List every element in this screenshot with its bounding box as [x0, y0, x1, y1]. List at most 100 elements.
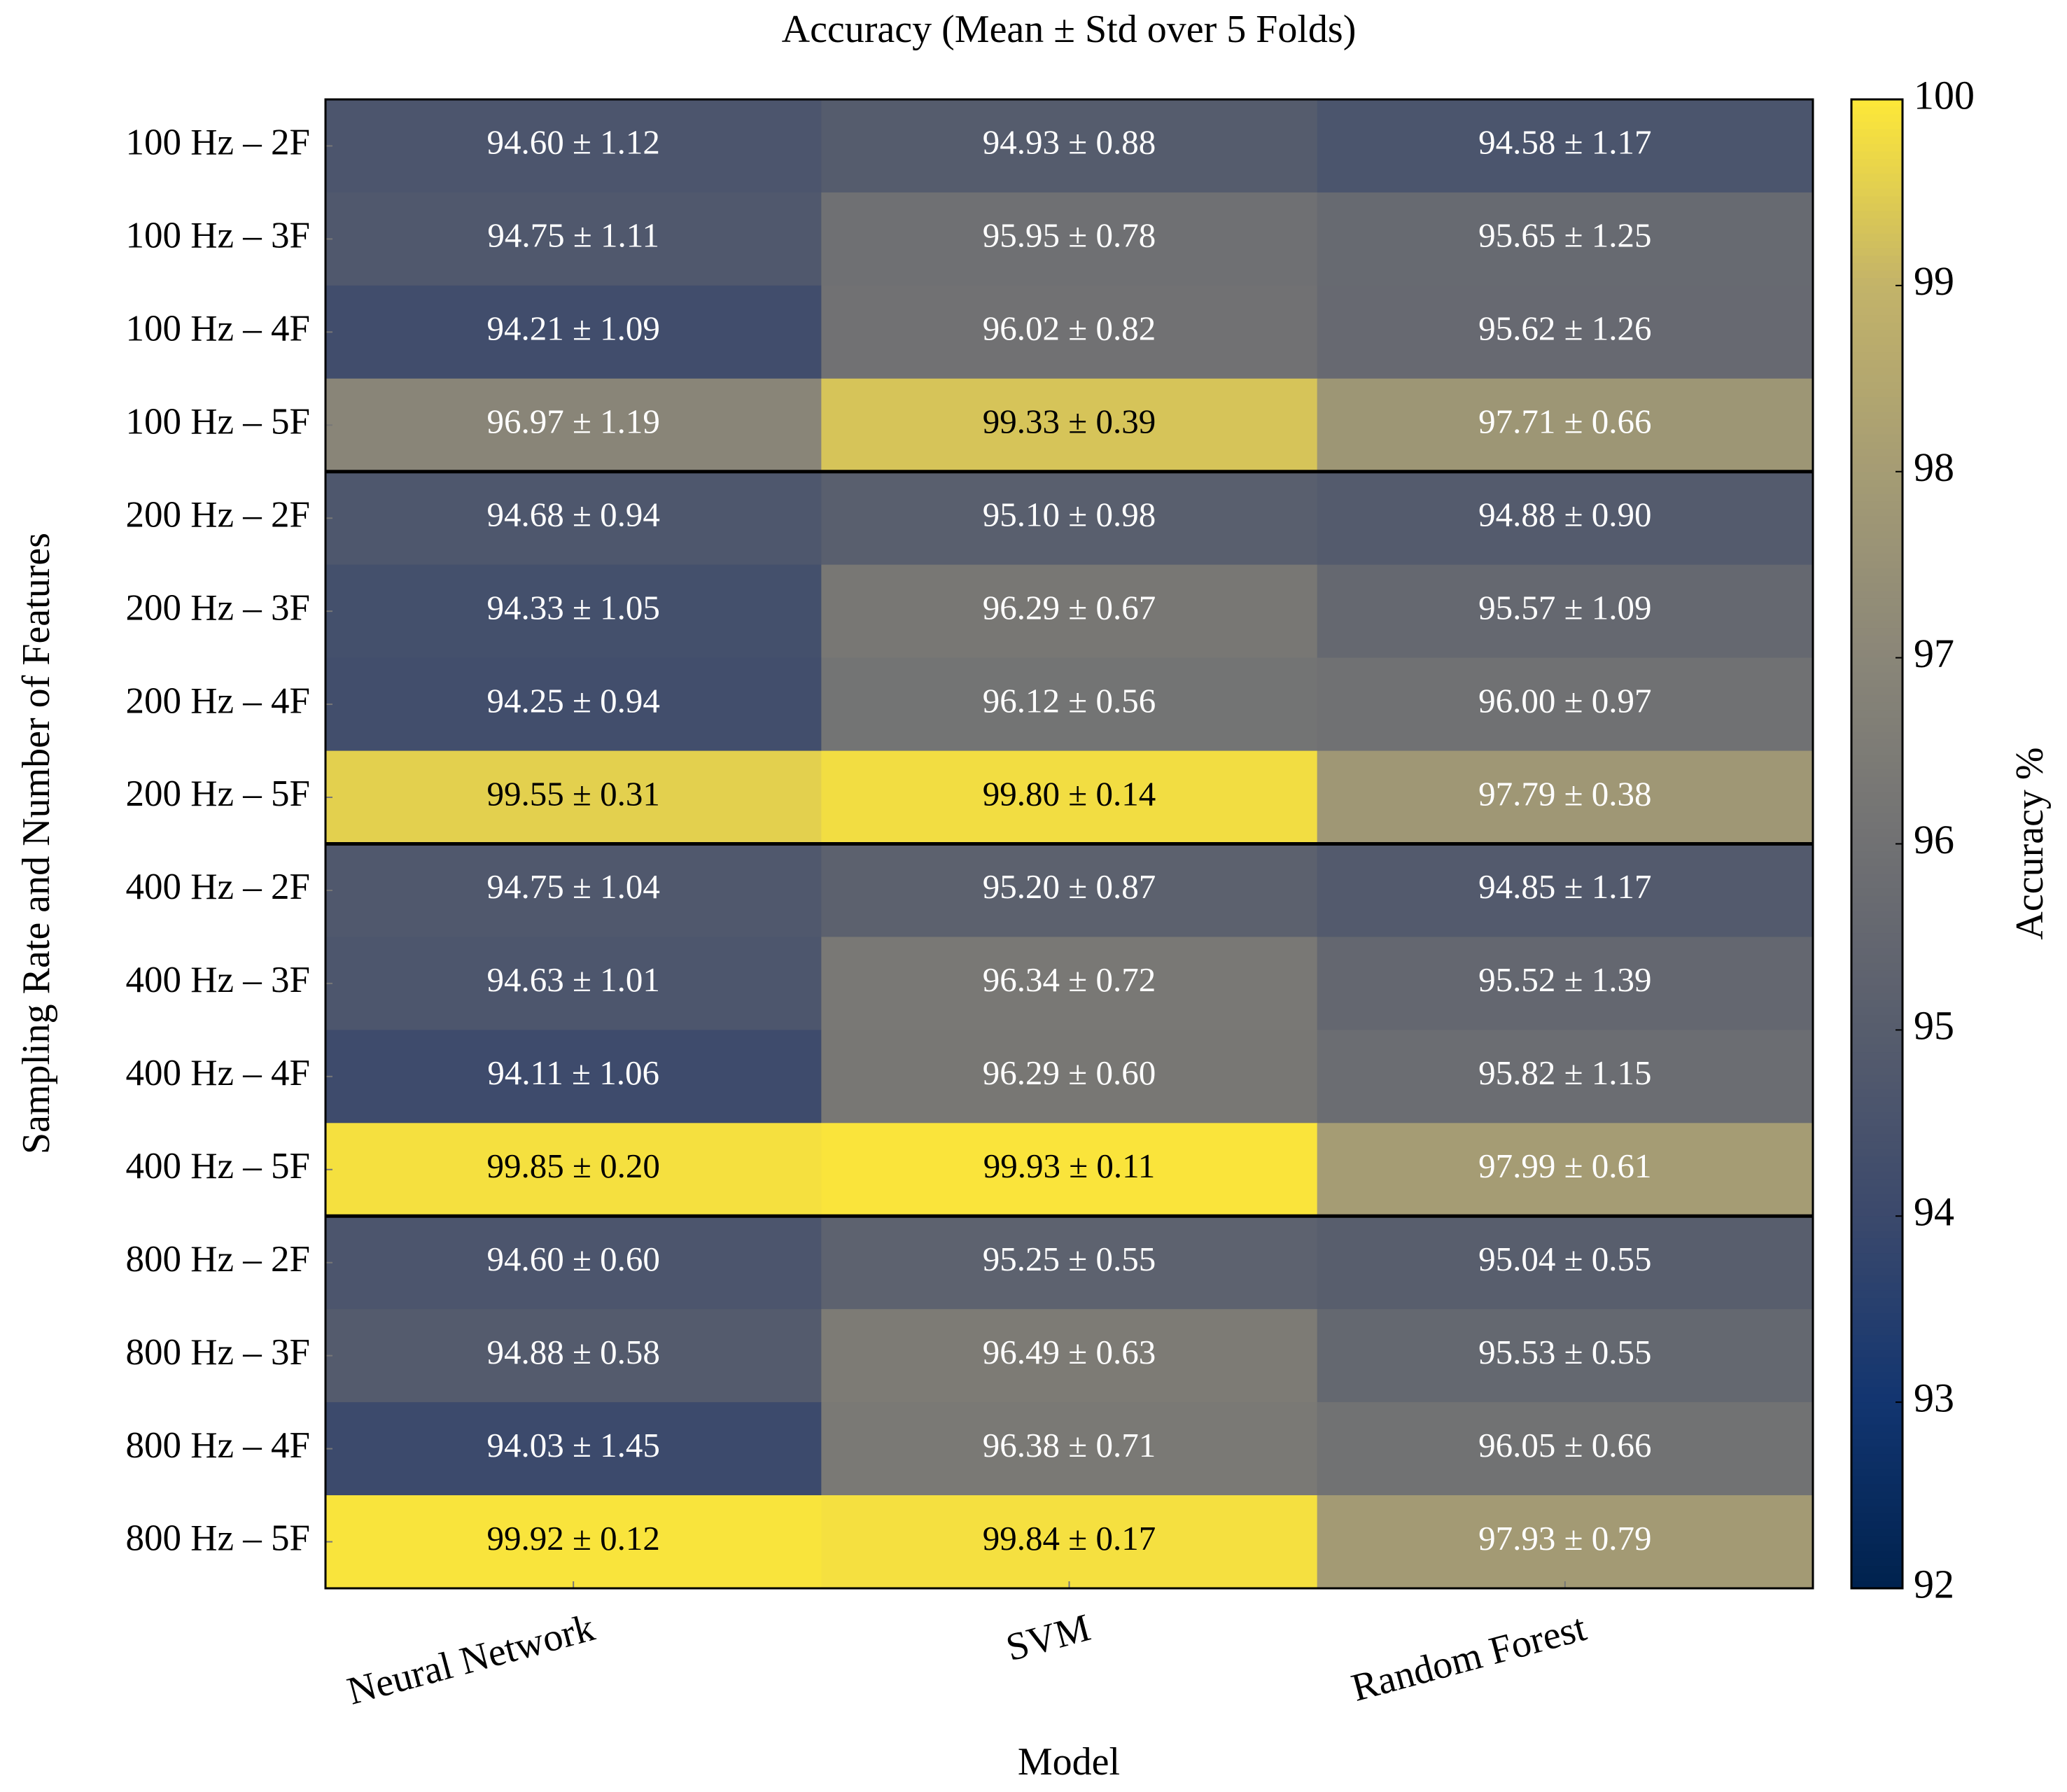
colorbar-segment [1851, 218, 1903, 227]
colorbar-segment [1851, 1245, 1903, 1254]
colorbar-segment [1851, 493, 1903, 503]
cell-label: 96.12 ± 0.56 [983, 681, 1156, 720]
colorbar-tick-label: 93 [1914, 1375, 1954, 1420]
colorbar-segment [1851, 1327, 1903, 1336]
cell-label: 95.52 ± 1.39 [1478, 960, 1651, 999]
colorbar-segment [1851, 1007, 1903, 1016]
colorbar-segment [1851, 903, 1903, 912]
colorbar-segment [1851, 1052, 1903, 1060]
colorbar-label: Accuracy % [2008, 747, 2052, 939]
colorbar-segment [1851, 568, 1903, 577]
heatmap-cell [821, 657, 1318, 752]
colorbar-segment [1851, 486, 1903, 495]
colorbar-segment [1851, 360, 1903, 368]
colorbar-segment [1851, 442, 1903, 450]
colorbar-segment [1851, 270, 1903, 279]
colorbar-segment [1851, 1156, 1903, 1165]
colorbar-segment [1851, 1380, 1903, 1388]
colorbar-segment [1851, 844, 1903, 853]
cell-label: 99.92 ± 0.12 [486, 1519, 659, 1558]
colorbar-segment [1851, 874, 1903, 882]
colorbar-segment [1851, 1216, 1903, 1224]
colorbar-segment [1851, 1446, 1903, 1455]
y-tick-label: 800 Hz – 3F [125, 1332, 310, 1373]
colorbar-segment [1851, 672, 1903, 681]
colorbar-segment [1851, 501, 1903, 510]
heatmap-cell [325, 1216, 822, 1310]
colorbar-segment [1851, 1282, 1903, 1292]
colorbar-segment [1851, 1104, 1903, 1113]
y-tick-label: 100 Hz – 3F [125, 216, 310, 256]
colorbar-segment [1851, 821, 1903, 830]
colorbar-segment [1851, 307, 1903, 316]
colorbar-segment [1851, 1074, 1903, 1083]
colorbar-segment [1851, 405, 1903, 413]
heatmap-cell [821, 750, 1318, 844]
colorbar-segment [1851, 1409, 1903, 1418]
colorbar-segment [1851, 1200, 1903, 1210]
colorbar-segment [1851, 643, 1903, 651]
colorbar-segment [1851, 434, 1903, 443]
heatmap-cell [325, 564, 822, 659]
colorbar-segment [1851, 315, 1903, 324]
colorbar-segment [1851, 1044, 1903, 1054]
colorbar-segment [1851, 1149, 1903, 1158]
colorbar-segment [1851, 933, 1903, 941]
colorbar-tick-label: 99 [1914, 258, 1954, 304]
cell-label: 99.93 ± 0.11 [983, 1147, 1156, 1185]
colorbar-segment [1851, 985, 1903, 994]
colorbar-segment [1851, 203, 1903, 212]
cell-label: 99.33 ± 0.39 [983, 402, 1156, 441]
colorbar-segment [1851, 836, 1903, 845]
colorbar-segment [1851, 680, 1903, 689]
colorbar-segment [1851, 1305, 1903, 1314]
colorbar-segment [1851, 1015, 1903, 1023]
chart-title: Accuracy (Mean ± Std over 5 Folds) [782, 8, 1357, 51]
colorbar-segment [1851, 1335, 1903, 1344]
colorbar-segment [1851, 374, 1903, 384]
cell-label: 95.04 ± 0.55 [1478, 1240, 1651, 1278]
colorbar-segment [1851, 144, 1903, 153]
x-tick-label: Neural Network [343, 1606, 599, 1714]
heatmap-cell [821, 564, 1318, 659]
colorbar-segment [1851, 181, 1903, 190]
colorbar-segment [1851, 323, 1903, 331]
heatmap-cell [325, 378, 822, 472]
cell-label: 95.57 ± 1.09 [1478, 588, 1651, 626]
heatmap-cell [1317, 1309, 1814, 1403]
colorbar-segment [1851, 471, 1903, 480]
colorbar-segment [1851, 948, 1903, 957]
heatmap-cell [325, 99, 822, 193]
y-tick-label: 100 Hz – 4F [125, 309, 310, 349]
colorbar-segment [1851, 225, 1903, 234]
colorbar-segment [1851, 955, 1903, 964]
colorbar-segment [1851, 769, 1903, 778]
colorbar-segment [1851, 590, 1903, 599]
heatmap-cell [821, 844, 1318, 937]
heatmap-cell [325, 1030, 822, 1124]
y-axis-label: Sampling Rate and Number of Features [15, 533, 58, 1154]
colorbar-segment [1851, 784, 1903, 793]
colorbar-segment [1851, 1223, 1903, 1232]
colorbar-segment [1851, 337, 1903, 346]
cell-label: 94.85 ± 1.17 [1478, 867, 1651, 906]
colorbar-segment [1851, 977, 1903, 986]
colorbar-segment [1851, 196, 1903, 204]
heatmap-cell [325, 471, 822, 566]
heatmap-cell [1317, 1402, 1814, 1496]
heatmap-cell [1317, 844, 1814, 937]
cell-label: 96.02 ± 0.82 [983, 309, 1156, 348]
cell-label: 97.99 ± 0.61 [1478, 1147, 1651, 1185]
colorbar-segment [1851, 531, 1903, 540]
colorbar-segment [1851, 352, 1903, 361]
colorbar-segment [1851, 1558, 1903, 1567]
colorbar-segment [1851, 598, 1903, 607]
colorbar-segment [1851, 1231, 1903, 1240]
plot-frame [324, 98, 1814, 1590]
cell-label: 95.65 ± 1.25 [1478, 216, 1651, 255]
colorbar-tick-label: 96 [1914, 817, 1954, 862]
cell-label: 94.33 ± 1.05 [486, 588, 659, 626]
heatmap-cell [325, 1123, 822, 1217]
colorbar-segment [1851, 925, 1903, 934]
heatmap-cell [1317, 471, 1814, 566]
